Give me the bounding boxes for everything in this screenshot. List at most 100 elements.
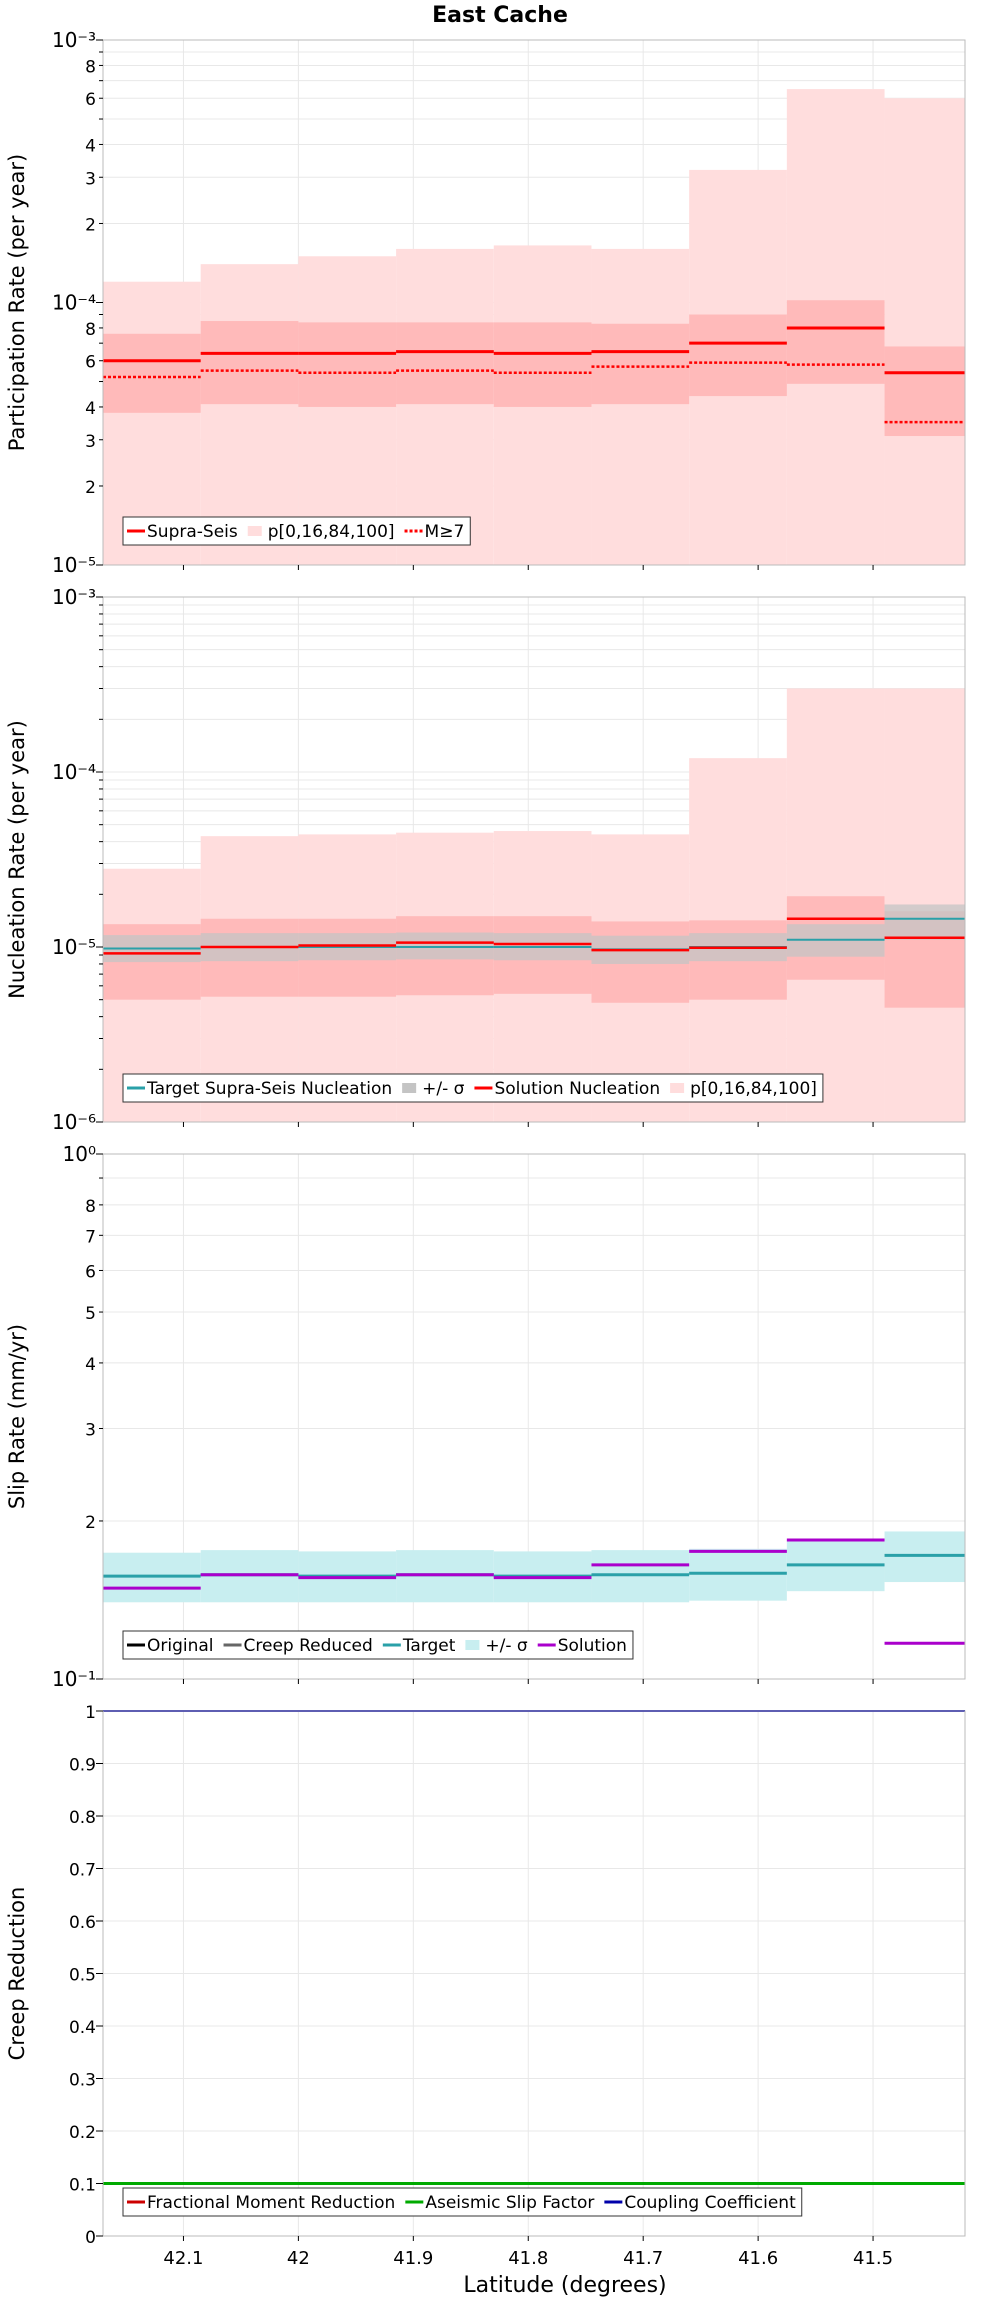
chart-title: East Cache <box>432 3 568 28</box>
target-sigma-band <box>396 932 494 960</box>
participation-rate-panel: 10⁻⁵ 2 3 4 6 8 10⁻⁴ 2 3 4 6 8 10⁻³ Participation Rate… <box>5 28 966 577</box>
y-axis-label: Nucleation Rate (per year) <box>5 720 29 999</box>
band-p16-p84 <box>493 322 592 407</box>
legend-box <box>122 1073 824 1103</box>
y-tick-label: 5 <box>85 1304 96 1324</box>
band-p16-p84 <box>298 322 397 407</box>
legend-swatch <box>670 1083 685 1093</box>
legend-label: Fractional Moment Reduction <box>147 2193 395 2213</box>
x-tick-label: 42.1 <box>163 2248 203 2269</box>
y-tick-label: 2 <box>85 478 96 498</box>
creep-reduction-panel: 0 0.1 0.2 0.3 0.4 0.5 0.6 0.7 0.8 0.9 1 Creep Reduc… <box>5 1703 966 2269</box>
legend-swatch <box>465 1640 480 1650</box>
y-tick-label: 10⁰ <box>63 1142 96 1166</box>
y-tick-label: 3 <box>85 432 96 452</box>
legend-label: +/- σ <box>485 1636 528 1656</box>
y-tick-label: 2 <box>85 1513 96 1533</box>
y-tick-label: 8 <box>85 57 96 77</box>
y-axis: 0 0.1 0.2 0.3 0.4 0.5 0.6 0.7 0.8 0.9 1 <box>69 1703 103 2248</box>
legend-label: Coupling Coefficient <box>624 2193 796 2213</box>
x-tick-label: 41.8 <box>508 2248 548 2269</box>
legend-label: M≥7 <box>425 522 465 542</box>
x-axis-label: Latitude (degrees) <box>463 2273 666 2298</box>
x-tick-label: 42 <box>287 2248 310 2269</box>
y-axis: 10⁻⁵ 2 3 4 6 8 10⁻⁴ 2 3 4 6 8 10⁻³ <box>52 28 103 577</box>
legend-box <box>122 2187 803 2217</box>
y-tick-label: 1 <box>85 1703 96 1723</box>
y-axis-label: Participation Rate (per year) <box>5 154 29 451</box>
y-tick-label: 10⁻³ <box>52 28 96 52</box>
band-p16-p84 <box>396 322 494 405</box>
band-p16-p84 <box>591 323 690 405</box>
y-tick-label: 6 <box>85 90 96 110</box>
x-tick-label: 41.5 <box>853 2248 893 2269</box>
plot-frame <box>102 1153 966 1680</box>
band-p16-p84 <box>200 321 299 405</box>
band-p0-p100 <box>396 248 494 565</box>
band-p16-p84 <box>103 333 201 413</box>
y-tick-label: 6 <box>85 353 96 373</box>
y-tick-label: 0.5 <box>69 1966 96 1986</box>
y-tick-label: 0.9 <box>69 1756 96 1776</box>
y-tick-label: 10⁻¹ <box>52 1667 96 1691</box>
legend: Fractional Moment Reduction Aseismic Slip… <box>122 2187 803 2217</box>
plot-frame <box>102 596 966 1123</box>
y-tick-label: 0 <box>85 2228 96 2248</box>
y-tick-label: 0.1 <box>69 2176 96 2196</box>
y-axis: 10⁻¹ 2 3 4 5 6 7 8 10⁰ <box>52 1142 103 1691</box>
band-p0-p100 <box>591 248 690 565</box>
y-tick-label: 0.2 <box>69 2123 96 2143</box>
y-tick-label: 8 <box>85 320 96 340</box>
y-tick-label: 10⁻⁵ <box>52 935 96 959</box>
legend: Original Creep Reduced Target +/- σ Solution <box>122 1630 634 1660</box>
y-tick-label: 2 <box>85 215 96 235</box>
target-sigma-band <box>884 904 965 940</box>
y-tick-label: 7 <box>85 1227 96 1247</box>
slip-rate-panel: 10⁻¹ 2 3 4 5 6 7 8 10⁰ Slip Rate (mm/yr) Original C… <box>5 1142 966 1691</box>
y-tick-label: 8 <box>85 1197 96 1217</box>
legend-label: Original <box>147 1636 214 1656</box>
y-tick-label: 0.3 <box>69 2071 96 2091</box>
legend: Supra-Seis p[0,16,84,100] M≥7 <box>122 516 471 546</box>
y-tick-label: 10⁻⁴ <box>52 291 96 315</box>
grid <box>103 1710 965 2237</box>
legend-label: p[0,16,84,100] <box>268 522 395 542</box>
y-axis-label: Slip Rate (mm/yr) <box>5 1324 29 1509</box>
band-p0-p100 <box>200 264 299 565</box>
legend: Target Supra-Seis Nucleation +/- σ Solutio… <box>122 1073 824 1103</box>
y-tick-label: 0.6 <box>69 1913 96 1933</box>
legend-label: Creep Reduced <box>244 1636 373 1656</box>
y-tick-label: 10⁻⁴ <box>52 760 96 784</box>
legend-label: Solution Nucleation <box>494 1079 660 1099</box>
y-tick-label: 4 <box>85 136 96 156</box>
y-tick-label: 10⁻⁵ <box>52 553 96 577</box>
legend-label: Target Supra-Seis Nucleation <box>146 1079 392 1099</box>
band-p16-p84 <box>786 300 885 384</box>
y-tick-label: 4 <box>85 399 96 419</box>
y-tick-label: 3 <box>85 169 96 189</box>
band-p16-p84 <box>689 314 787 397</box>
nucleation-rate-panel: 10⁻⁶ 10⁻⁵ 10⁻⁴ 10⁻³ Nucleation Rate (per yea… <box>5 585 966 1134</box>
y-axis: 10⁻⁶ 10⁻⁵ 10⁻⁴ 10⁻³ <box>52 585 103 1134</box>
y-axis-label: Creep Reduction <box>5 1887 29 2061</box>
legend-label: Solution <box>558 1636 627 1656</box>
y-tick-label: 0.4 <box>69 2018 96 2038</box>
legend-swatch <box>247 526 262 536</box>
y-tick-label: 6 <box>85 1262 96 1282</box>
x-tick-label: 41.7 <box>623 2248 663 2269</box>
y-tick-label: 0.7 <box>69 1861 96 1881</box>
y-tick-label: 10⁻³ <box>52 585 96 609</box>
y-tick-label: 4 <box>85 1355 96 1375</box>
legend-swatch <box>402 1083 417 1093</box>
x-tick-label: 41.6 <box>738 2248 778 2269</box>
legend-label: Target <box>402 1636 456 1656</box>
band-p0-p100 <box>884 98 965 566</box>
legend-label: +/- σ <box>422 1079 465 1099</box>
band-p0-p100 <box>298 256 397 565</box>
y-tick-label: 0.8 <box>69 1808 96 1828</box>
legend-label: p[0,16,84,100] <box>690 1079 817 1099</box>
legend-label: Aseismic Slip Factor <box>425 2193 594 2213</box>
x-tick-label: 41.9 <box>393 2248 433 2269</box>
